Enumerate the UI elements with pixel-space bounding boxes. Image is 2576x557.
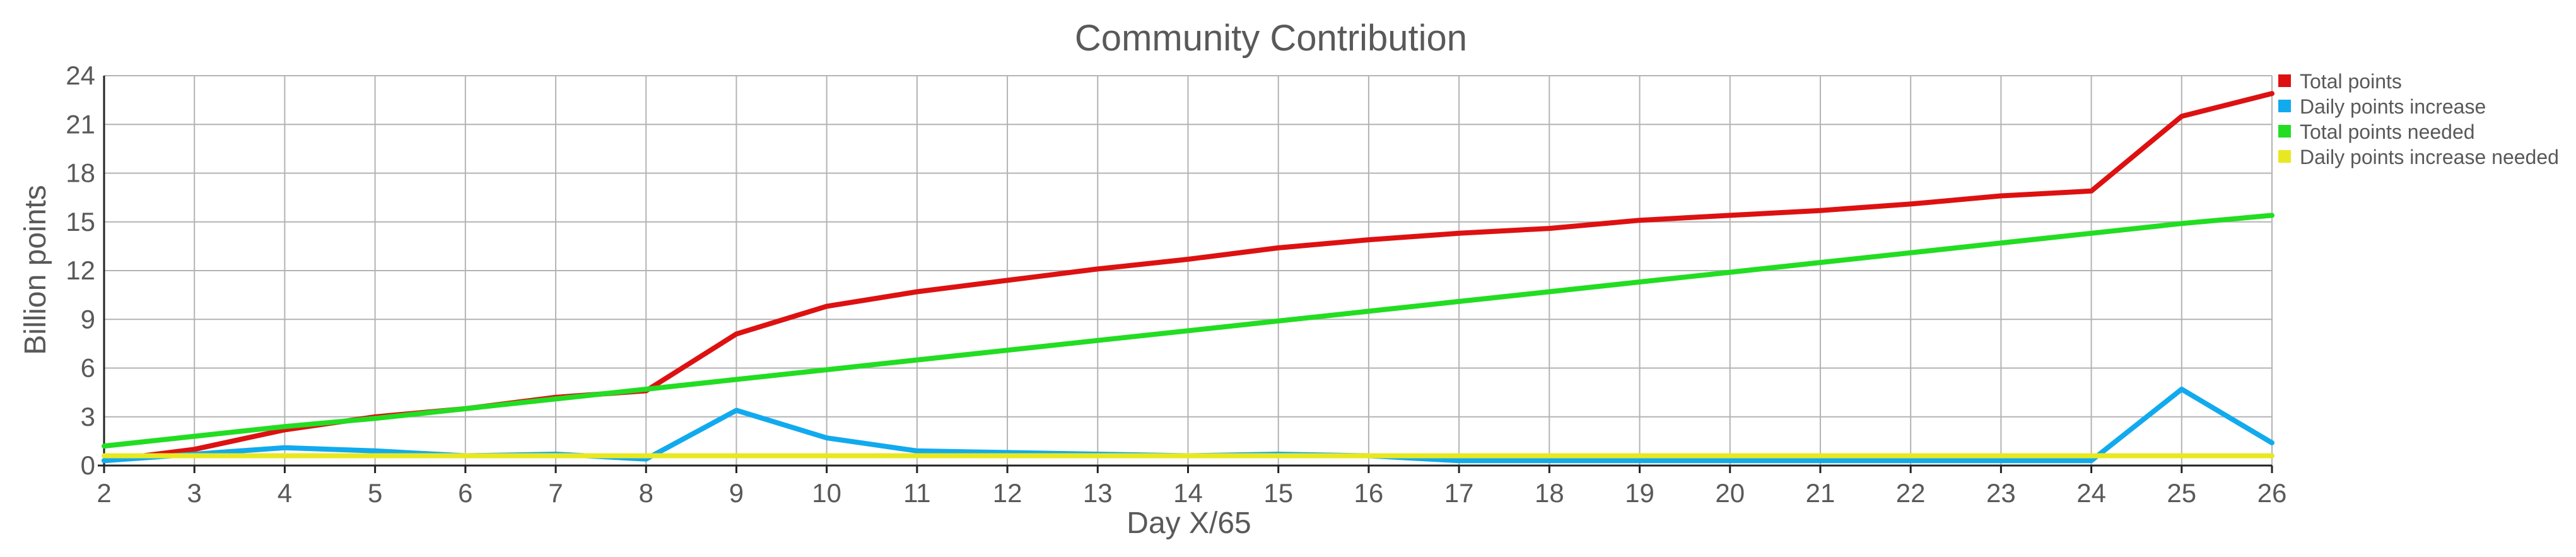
x-tick-label: 12: [993, 478, 1022, 508]
x-tick-label: 16: [1354, 478, 1384, 508]
x-tick-label: 9: [729, 478, 744, 508]
y-tick-label: 3: [81, 402, 95, 431]
y-tick-label: 12: [66, 255, 95, 285]
series-lines: [102, 91, 2274, 464]
x-tick-label: 19: [1625, 478, 1654, 508]
x-tick-label: 3: [187, 478, 202, 508]
x-tick-label: 23: [1986, 478, 2016, 508]
chart-title: Community Contribution: [1075, 18, 1467, 59]
x-axis-title: Day X/65: [1127, 507, 1251, 540]
x-tick-label: 18: [1535, 478, 1564, 508]
y-tick-label: 15: [66, 207, 95, 237]
legend-label: Daily points increase needed: [2300, 146, 2559, 168]
x-tick-label: 15: [1263, 478, 1293, 508]
x-tick-label: 5: [368, 478, 382, 508]
x-tick-label: 7: [548, 478, 563, 508]
x-tick-label: 14: [1173, 478, 1203, 508]
legend-swatch: [2278, 125, 2291, 138]
x-tick-label: 8: [639, 478, 653, 508]
x-tick-label: 17: [1444, 478, 1474, 508]
y-tick-label: 6: [81, 353, 95, 383]
x-tick-label: 26: [2257, 478, 2287, 508]
x-tick-label: 25: [2167, 478, 2196, 508]
y-axis-title: Billion points: [19, 185, 52, 355]
x-tick-label: 11: [903, 478, 931, 508]
y-tick-label: 21: [66, 109, 95, 139]
y-tick-label: 0: [81, 450, 95, 480]
legend-label: Total points: [2300, 70, 2402, 93]
legend-label: Daily points increase: [2300, 95, 2486, 118]
grid: [103, 75, 2273, 466]
axes: [98, 76, 2273, 473]
legend-swatch: [2278, 150, 2291, 163]
x-tick-label: 13: [1083, 478, 1113, 508]
series-line-3: [102, 213, 2274, 449]
y-tick-label: 9: [81, 304, 95, 334]
x-tick-label: 24: [2076, 478, 2106, 508]
legend-label: Total points needed: [2300, 120, 2475, 143]
legend-swatch: [2278, 100, 2291, 112]
x-tick-label: 21: [1806, 478, 1835, 508]
x-tick-label: 2: [97, 478, 111, 508]
x-tick-label: 10: [812, 478, 841, 508]
x-tick-label: 4: [278, 478, 292, 508]
y-tick-label: 18: [66, 158, 95, 188]
y-tick-label: 24: [66, 61, 95, 90]
x-tick-label: 22: [1896, 478, 1926, 508]
legend-swatch: [2278, 74, 2291, 87]
x-tick-label: 20: [1715, 478, 1745, 508]
x-tick-label: 6: [458, 478, 472, 508]
